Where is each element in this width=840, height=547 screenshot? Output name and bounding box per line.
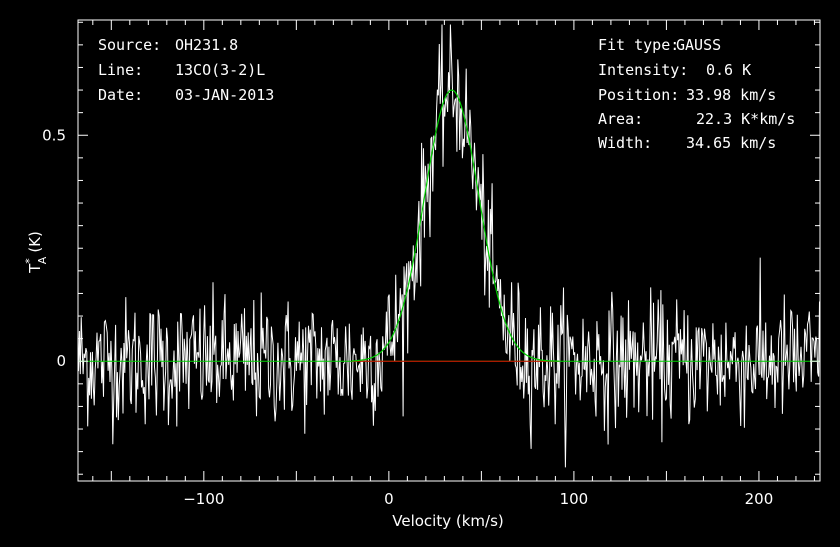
source-value: OH231.8: [175, 36, 238, 54]
area-value: 22.3 K*km/s: [696, 110, 795, 128]
tick-layer: −100 0 100 200 0 0.5: [42, 20, 820, 508]
x-tick-label: −100: [183, 490, 224, 508]
fit-type-value: GAUSS: [676, 36, 721, 54]
spectrum-line: [78, 24, 820, 468]
date-label: Date:: [98, 86, 143, 104]
position-value: 33.98 km/s: [686, 86, 776, 104]
gaussian-fit-curve: [351, 89, 560, 362]
y-tick-label: 0: [56, 352, 66, 370]
intensity-value: 0.6 K: [706, 61, 751, 79]
position-label: Position:: [598, 86, 679, 104]
y-axis-label-sup: *: [23, 258, 36, 264]
source-label: Source:: [98, 36, 161, 54]
line-value: 13CO(3-2)L: [175, 61, 265, 79]
spectrum-layer: [78, 24, 820, 468]
fit-layer: [78, 89, 820, 362]
x-tick-label: 100: [560, 490, 589, 508]
x-axis-label: Velocity (km/s): [392, 512, 503, 530]
y-axis-label-sub: A: [36, 256, 49, 264]
line-label: Line:: [98, 61, 143, 79]
width-value: 34.65 km/s: [686, 134, 776, 152]
x-tick-label: 200: [745, 490, 774, 508]
area-label: Area:: [598, 110, 643, 128]
width-label: Width:: [598, 134, 652, 152]
fit-type-label: Fit type:: [598, 36, 679, 54]
y-axis-label-main: T: [26, 263, 44, 274]
intensity-label: Intensity:: [598, 61, 688, 79]
date-value: 03-JAN-2013: [175, 86, 274, 104]
plot-frame: [77, 19, 821, 482]
y-tick-label: 0.5: [42, 126, 66, 144]
x-tick-label: 0: [384, 490, 394, 508]
y-axis-label-unit: (K): [26, 231, 44, 253]
svg-text:T*A(K): T*A (K): [23, 231, 49, 274]
y-axis-label: T*A (K): [23, 231, 49, 274]
